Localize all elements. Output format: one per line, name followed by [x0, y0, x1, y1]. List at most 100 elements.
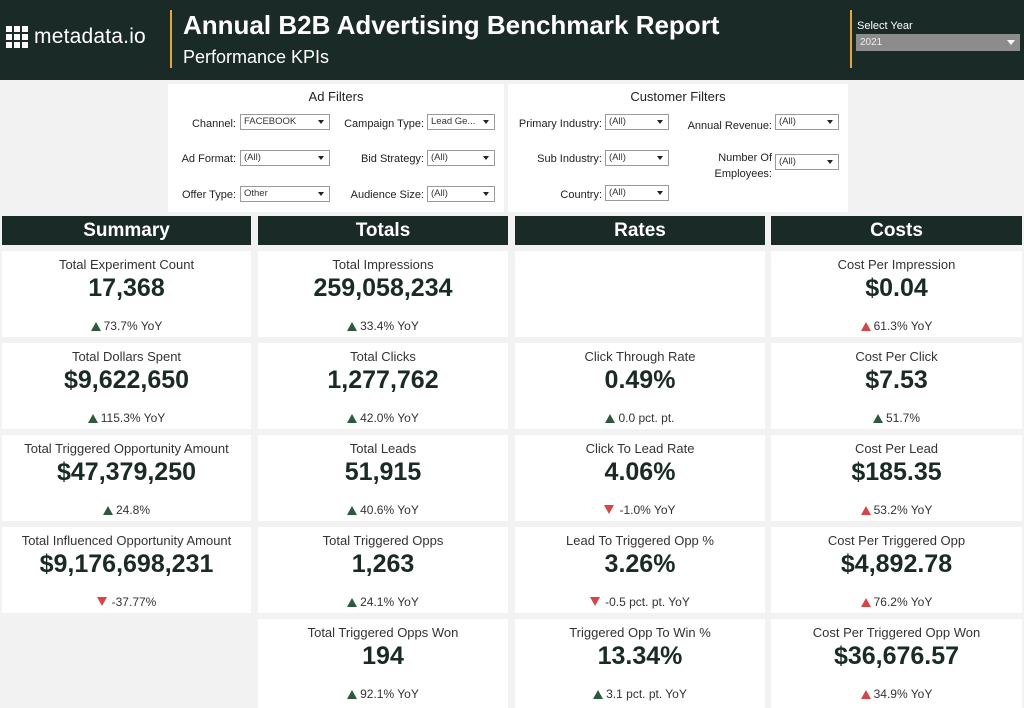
- triangle-down-icon: [590, 597, 601, 606]
- ad-filters-panel: Ad Filters Channel: FACEBOOK Campaign Ty…: [168, 84, 504, 212]
- kpi-change: 53.2% YoY: [771, 503, 1022, 517]
- campaign-type-label: Campaign Type:: [344, 118, 424, 130]
- audience-size-select[interactable]: (All): [427, 186, 495, 202]
- kpi-change-text: -1.0% YoY: [619, 503, 676, 517]
- kpi-card: Cost Per Impression $0.04 61.3% YoY: [771, 251, 1022, 337]
- kpi-card: Triggered Opp To Win % 13.34% 3.1 pct. p…: [515, 619, 765, 708]
- kpi-change: 3.1 pct. pt. YoY: [515, 687, 765, 701]
- kpi-change: 61.3% YoY: [771, 319, 1022, 333]
- kpi-card: Lead To Triggered Opp % 3.26% -0.5 pct. …: [515, 527, 765, 613]
- kpi-value: $9,622,650: [63, 366, 190, 394]
- customer-filters-panel: Customer Filters Primary Industry: (All)…: [508, 84, 848, 212]
- kpi-label: Total Dollars Spent: [71, 349, 182, 364]
- kpi-card: Total Triggered Opportunity Amount $47,3…: [2, 435, 251, 521]
- kpi-change-text: -0.5 pct. pt. YoY: [605, 595, 690, 609]
- kpi-label: Click To Lead Rate: [585, 441, 695, 456]
- kpi-change-text: 24.8%: [115, 503, 151, 517]
- bid-strategy-select[interactable]: (All): [427, 150, 495, 166]
- kpi-label: Cost Per Impression: [837, 257, 956, 272]
- kpi-change: 92.1% YoY: [258, 687, 508, 701]
- triangle-up-icon: [860, 322, 871, 331]
- channel-select-value: FACEBOOK: [244, 116, 297, 127]
- kpi-value: 1,277,762: [327, 366, 439, 394]
- employees-select-value: (All): [779, 156, 796, 167]
- kpi-change: 0.0 pct. pt.: [515, 411, 765, 425]
- ad-filters-title: Ad Filters: [308, 89, 364, 104]
- kpi-change-text: 34.9% YoY: [873, 687, 933, 701]
- costs-column-header: Costs: [771, 216, 1022, 245]
- kpi-value: 3.26%: [604, 550, 676, 578]
- triangle-up-icon: [347, 506, 358, 515]
- kpi-label: Cost Per Lead: [854, 441, 939, 456]
- year-select[interactable]: 2021: [856, 34, 1020, 51]
- campaign-type-select[interactable]: Lead Ge...: [427, 114, 495, 130]
- empty-card: [515, 251, 765, 337]
- totals-column-header: Totals: [258, 216, 508, 245]
- kpi-label: Total Triggered Opps: [322, 533, 444, 548]
- customer-filters-title: Customer Filters: [630, 89, 726, 104]
- triangle-up-icon: [860, 690, 871, 699]
- annual-revenue-select[interactable]: (All): [775, 114, 839, 130]
- kpi-value: $0.04: [865, 274, 928, 302]
- channel-select[interactable]: FACEBOOK: [240, 114, 330, 130]
- kpi-value: 13.34%: [597, 642, 683, 670]
- triangle-up-icon: [860, 506, 871, 515]
- triangle-up-icon: [347, 322, 358, 331]
- metadata-logo: metadata.io: [6, 25, 146, 49]
- ad-format-select-value: (All): [244, 152, 261, 163]
- kpi-label: Total Impressions: [332, 257, 434, 272]
- kpi-change-text: 0.0 pct. pt.: [618, 411, 675, 425]
- primary-industry-select[interactable]: (All): [605, 114, 669, 130]
- kpi-label: Total Triggered Opps Won: [307, 625, 459, 640]
- year-divider: [850, 10, 852, 68]
- kpi-change: 42.0% YoY: [258, 411, 508, 425]
- chevron-down-icon: [1007, 40, 1015, 45]
- employees-select[interactable]: (All): [775, 154, 839, 170]
- country-select[interactable]: (All): [605, 185, 669, 201]
- kpi-change-text: 51.7%: [885, 411, 921, 425]
- kpi-value: 259,058,234: [313, 274, 453, 302]
- channel-label: Channel:: [191, 118, 236, 130]
- kpi-label: Cost Per Triggered Opp: [827, 533, 966, 548]
- ad-format-select[interactable]: (All): [240, 150, 330, 166]
- kpi-label: Click Through Rate: [584, 349, 696, 364]
- triangle-up-icon: [347, 598, 358, 607]
- kpi-label: Cost Per Click: [855, 349, 938, 364]
- kpi-value: 17,368: [88, 274, 165, 302]
- kpi-label: Lead To Triggered Opp %: [566, 533, 714, 548]
- kpi-change-text: 115.3% YoY: [100, 411, 166, 425]
- kpi-change-text: 53.2% YoY: [873, 503, 933, 517]
- chevron-down-icon: [827, 120, 833, 124]
- kpi-card: Cost Per Lead $185.35 53.2% YoY: [771, 435, 1022, 521]
- sub-industry-select[interactable]: (All): [605, 150, 669, 166]
- chevron-down-icon: [318, 156, 324, 160]
- rates-column-header: Rates: [515, 216, 765, 245]
- logo-text: metadata.io: [34, 25, 146, 48]
- kpi-card: Cost Per Triggered Opp Won $36,676.57 34…: [771, 619, 1022, 708]
- kpi-label: Total Experiment Count: [58, 257, 195, 272]
- chevron-down-icon: [827, 160, 833, 164]
- kpi-card: Total Triggered Opps Won 194 92.1% YoY: [258, 619, 508, 708]
- bid-strategy-select-value: (All): [431, 152, 448, 163]
- triangle-up-icon: [347, 690, 358, 699]
- year-label: Select Year: [857, 20, 913, 32]
- kpi-change: 24.1% YoY: [258, 595, 508, 609]
- kpi-value: $7.53: [865, 366, 928, 394]
- triangle-up-icon: [872, 414, 883, 423]
- kpi-change: 24.8%: [2, 503, 251, 517]
- triangle-up-icon: [347, 414, 358, 423]
- kpi-change: 115.3% YoY: [2, 411, 251, 425]
- logo-grid-icon: [6, 26, 28, 48]
- chevron-down-icon: [483, 120, 489, 124]
- kpi-card: Total Impressions 259,058,234 33.4% YoY: [258, 251, 508, 337]
- offer-type-select-value: Other: [244, 188, 268, 199]
- sub-industry-select-value: (All): [609, 152, 626, 163]
- kpi-value: 194: [362, 642, 404, 670]
- offer-type-select[interactable]: Other: [240, 186, 330, 202]
- page-title: Annual B2B Advertising Benchmark Report: [183, 10, 720, 40]
- chevron-down-icon: [657, 120, 663, 124]
- kpi-card: Total Dollars Spent $9,622,650 115.3% Yo…: [2, 343, 251, 429]
- kpi-label: Total Triggered Opportunity Amount: [24, 441, 229, 456]
- triangle-up-icon: [605, 414, 616, 423]
- audience-size-select-value: (All): [431, 188, 448, 199]
